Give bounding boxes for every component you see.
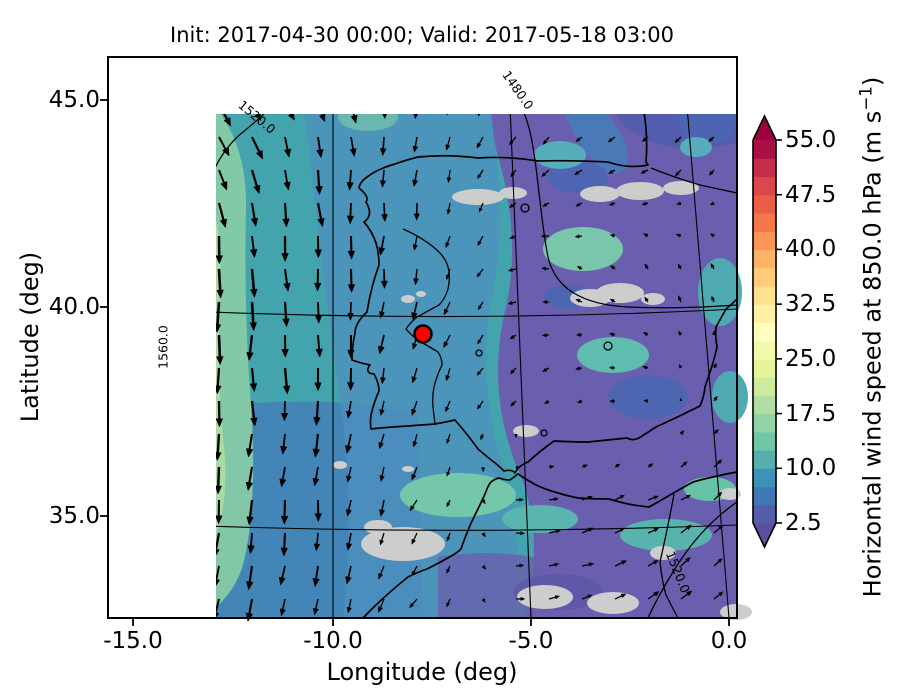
x-tick-label-1: -10.0 <box>303 628 363 654</box>
colorbar-tick-label-5: 17.5 <box>785 400 837 427</box>
x-axis-label: Longitude (deg) <box>326 658 518 686</box>
axes-spine <box>107 56 738 619</box>
x-tick-label-0: -15.0 <box>103 628 163 654</box>
colorbar <box>752 114 782 549</box>
y-axis-label: Latitude (deg) <box>16 251 44 423</box>
colorbar-label: Horizontal wind speed at 850.0 hPa (m s−… <box>856 77 887 598</box>
contour-label-0: 1560.0 <box>155 325 171 369</box>
colorbar-tick-label-3: 32.5 <box>785 291 837 318</box>
colorbar-tick-label-0: 55.0 <box>785 127 837 153</box>
colorbar-tick-label-6: 10.0 <box>785 455 837 482</box>
colorbar-tick-label-2: 40.0 <box>785 236 837 263</box>
colorbar-label-sup: −1 <box>855 86 876 111</box>
colorbar-tick-label-7: 2.5 <box>785 510 822 536</box>
graticule-layer <box>216 114 738 619</box>
x-tick-label-3: 0.0 <box>710 628 748 654</box>
wind-quiver-layer <box>216 114 724 623</box>
colorbar-label-pre: Horizontal wind speed at 850.0 hPa (m s <box>858 110 887 598</box>
border-layer <box>402 167 738 619</box>
y-tick-label-1: 40.0 <box>48 294 100 320</box>
coastline-layer <box>351 114 738 619</box>
axis-ticks <box>100 99 730 626</box>
x-tick-label-2: -5.0 <box>508 628 554 654</box>
map-layers <box>216 114 752 623</box>
y-tick-label-2: 35.0 <box>48 503 100 529</box>
colorbar-label-post: ) <box>858 76 887 87</box>
colorbar-tick-label-4: 25.0 <box>785 345 837 372</box>
plot-title: Init: 2017-04-30 00:00; Valid: 2017-05-1… <box>170 23 674 47</box>
colorbar-tick-label-1: 47.5 <box>785 181 837 208</box>
location-marker <box>413 324 433 344</box>
y-tick-label-0: 45.0 <box>48 87 100 113</box>
